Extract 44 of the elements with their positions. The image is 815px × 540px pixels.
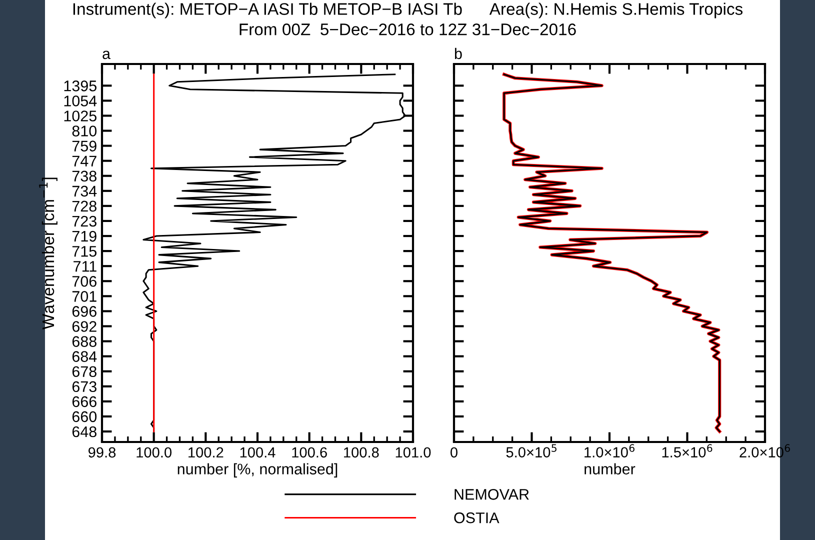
x-tick-label: 101.0: [396, 447, 431, 458]
y-tick-label: 759: [72, 140, 96, 152]
x-tick-label: 0: [450, 447, 458, 458]
x-tick-label: 1.5×10$^{6}$: [662, 444, 712, 458]
y-tick-label: 696: [72, 306, 96, 317]
x-tick-label: 100.8: [344, 447, 379, 458]
x-tick-label: 1.0×10$^{6}$: [584, 444, 634, 458]
chart-title: Instrument(s): METOP−A IASI Tb METOP−B IASI Tb Area(s): N.Hemis S.Hemis Tropics: [73, 2, 743, 18]
x-axis-title: number [%, normalised]: [178, 463, 338, 478]
y-tick-label: 688: [72, 336, 96, 347]
y-tick-label: 810: [72, 126, 97, 136]
y-tick-label: 711: [74, 261, 96, 272]
y-tick-label: 715: [72, 246, 96, 257]
y-tick-label: 734: [72, 186, 97, 197]
x-tick-label: 100.4: [240, 447, 276, 458]
y-tick-label: 728: [72, 200, 96, 212]
y-tick-label: 1025: [64, 110, 96, 122]
y-tick-label: 719: [72, 230, 96, 242]
y-tick-label: 1054: [64, 96, 97, 106]
y-tick-label: 747: [72, 156, 96, 166]
x-tick-label: 100.2: [188, 447, 224, 458]
text: a: [102, 50, 110, 60]
y-tick-label: 738: [72, 170, 96, 182]
y-tick-label: 706: [72, 276, 96, 287]
x-tick-label: 100.0: [136, 447, 172, 458]
y-tick-label: 684: [72, 351, 97, 362]
y-tick-label: 692: [72, 321, 96, 332]
y-tick-label: 723: [72, 216, 96, 227]
y-tick-label: 1395: [64, 80, 96, 92]
y-axis-title: Wavenumber [cm$^{−1}$]: [39, 178, 58, 330]
x-tick-label: 100.6: [292, 447, 327, 458]
text: NEMOVAR: [454, 489, 529, 500]
y-tick-label: 660: [72, 411, 97, 422]
text: OSTIA: [454, 512, 500, 524]
y-tick-label: 666: [72, 396, 96, 408]
x-tick-label: 5.0×10$^{5}$: [506, 444, 556, 458]
text: b: [454, 48, 462, 60]
y-tick-label: 701: [72, 291, 96, 302]
x-axis-title: number: [584, 463, 636, 474]
y-tick-label: 648: [72, 426, 96, 438]
y-tick-label: 673: [72, 381, 96, 392]
x-tick-label: 99.8: [88, 447, 116, 458]
chart-subtitle: From 00Z 5−Dec−2016 to 12Z 31−Dec−2016: [240, 24, 576, 36]
y-tick-label: 678: [72, 366, 96, 378]
